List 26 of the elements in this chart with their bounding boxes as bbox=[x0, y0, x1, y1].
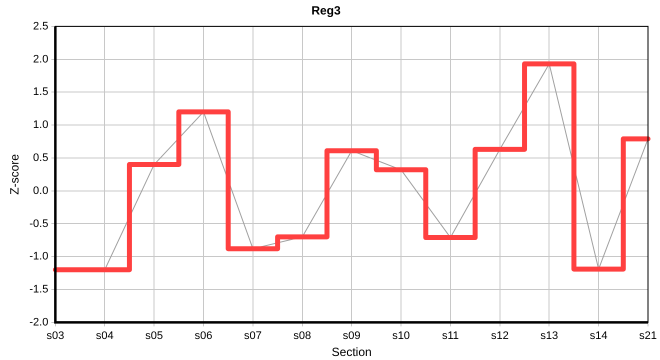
y-tick-label: -2.0 bbox=[29, 316, 48, 328]
y-tick-label: 1.0 bbox=[33, 119, 48, 132]
y-tick-label: -0.5 bbox=[29, 218, 48, 230]
x-tick-label: s21 bbox=[639, 330, 657, 342]
x-tick-label: s13 bbox=[540, 330, 558, 342]
y-tick-label: 2.0 bbox=[33, 53, 48, 66]
x-tick-label: s07 bbox=[244, 330, 262, 342]
y-tick-label: 0.5 bbox=[33, 152, 48, 164]
y-tick-label: 2.5 bbox=[33, 20, 48, 32]
y-tick-label: 1.5 bbox=[33, 86, 48, 98]
x-axis-title: Section bbox=[332, 345, 372, 360]
chart-title: Reg3 bbox=[311, 4, 341, 18]
x-tick-label: s04 bbox=[96, 330, 114, 342]
y-axis-title: Z-score bbox=[8, 154, 22, 195]
x-tick-label: s14 bbox=[590, 330, 608, 342]
x-tick-label: s09 bbox=[342, 330, 361, 342]
x-tick-label: s10 bbox=[392, 330, 410, 342]
x-tick-label: s05 bbox=[145, 330, 164, 342]
x-tick-label: s12 bbox=[490, 330, 509, 342]
y-tick-label: -1.0 bbox=[29, 250, 48, 263]
x-tick-label: s03 bbox=[46, 330, 64, 342]
x-tick-label: s11 bbox=[442, 330, 459, 342]
y-tick-label: -1.5 bbox=[29, 284, 48, 296]
y-tick-label: 0.0 bbox=[33, 184, 48, 197]
x-tick-label: s06 bbox=[194, 330, 212, 342]
x-tick-label: s08 bbox=[293, 330, 312, 342]
